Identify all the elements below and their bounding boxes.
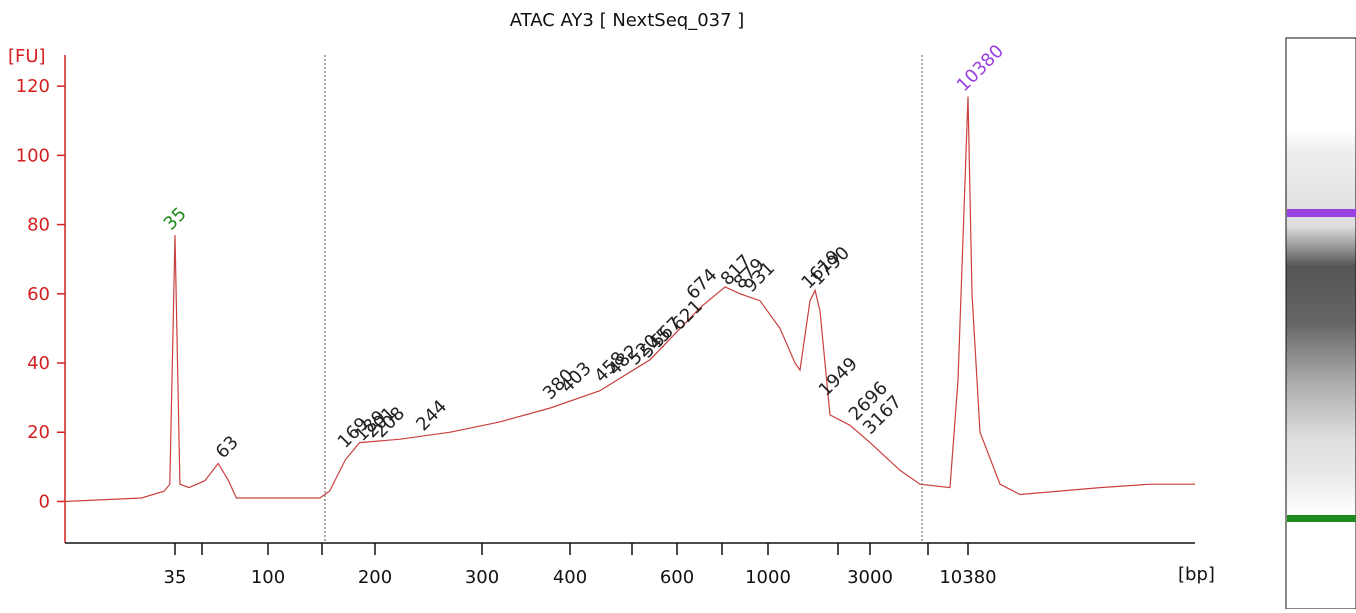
x-axis-label: [bp] — [1178, 564, 1215, 585]
x-tick-label: 300 — [465, 567, 499, 588]
x-tick-label: 1000 — [745, 567, 791, 588]
peak-label: 35 — [160, 203, 191, 234]
lower-marker-band — [1287, 515, 1356, 522]
y-tick-label: 60 — [27, 284, 50, 305]
x-tick-label: 200 — [358, 567, 392, 588]
y-tick-label: 120 — [16, 76, 50, 97]
peak-label: 10380 — [953, 41, 1008, 96]
x-tick-label: 400 — [553, 567, 587, 588]
y-tick-label: 40 — [27, 353, 50, 374]
minor-ticks — [201, 543, 929, 555]
peak-label: 674 — [682, 265, 721, 304]
x-tick-label: 600 — [660, 567, 694, 588]
x-tick-label: 10380 — [939, 567, 996, 588]
x-tick-label: 3000 — [847, 567, 893, 588]
peak-label: 63 — [212, 432, 243, 463]
x-tick-label: 35 — [164, 567, 187, 588]
x-tick-label: 100 — [251, 567, 285, 588]
peak-label: 244 — [412, 396, 451, 435]
y-tick-label: 20 — [27, 422, 50, 443]
y-tick-label: 100 — [16, 145, 50, 166]
chart-title: ATAC AY3 [ NextSeq_037 ] — [510, 10, 745, 31]
upper-marker-band — [1287, 209, 1356, 217]
peak-label: 1949 — [815, 353, 862, 400]
gel-lane — [1285, 37, 1356, 610]
y-axis-label: [FU] — [8, 46, 46, 67]
y-tick-label: 80 — [27, 215, 50, 236]
y-tick-label: 0 — [39, 491, 50, 512]
gel-background — [1285, 37, 1356, 610]
trace-line — [63, 96, 1195, 503]
